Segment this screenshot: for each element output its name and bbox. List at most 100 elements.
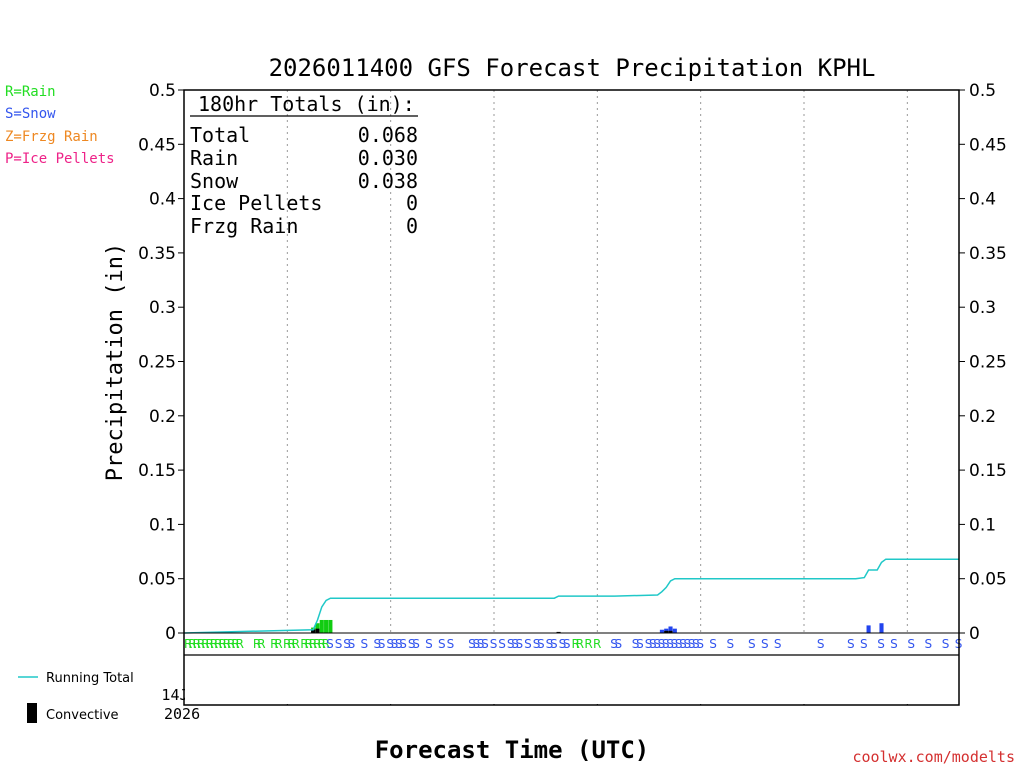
ptype-marker: S	[727, 637, 735, 651]
ptype-marker: S	[610, 637, 618, 651]
ptype-marker: S	[675, 637, 683, 651]
ptype-marker: R	[300, 637, 308, 651]
y-tick-label-right: 0.15	[969, 461, 1007, 481]
snow-bar	[672, 628, 677, 633]
ptype-marker: S	[615, 637, 623, 651]
x-axis-label: Forecast Time (UTC)	[375, 736, 650, 764]
ptype-marker: S	[649, 637, 657, 651]
ptype-marker: S	[425, 637, 433, 651]
ptype-marker: S	[696, 637, 704, 651]
ptype-marker: S	[399, 637, 407, 651]
ptype-marker: R	[197, 637, 205, 651]
ptype-marker: S	[877, 637, 885, 651]
rain-bar	[328, 619, 333, 633]
legend-ice-pellets: P=Ice Pellets	[5, 151, 115, 167]
ptype-marker: S	[335, 637, 343, 651]
ptype-marker: R	[270, 637, 278, 651]
ptype-marker: R	[257, 637, 265, 651]
ptype-marker: S	[688, 637, 696, 651]
ptype-marker: S	[361, 637, 369, 651]
ptype-marker: R	[223, 637, 231, 651]
y-tick-label-right: 0.3	[969, 298, 996, 318]
ptype-marker: S	[468, 637, 476, 651]
ptype-marker: S	[438, 637, 446, 651]
y-tick-label-left: 0.1	[149, 515, 176, 535]
y-tick-label-right: 0.05	[969, 570, 1007, 590]
y-tick-label-left: 0.05	[138, 570, 176, 590]
convective-bar	[556, 631, 561, 633]
ptype-marker: R	[309, 637, 317, 651]
ptype-marker: R	[227, 637, 235, 651]
ptype-marker: R	[292, 637, 300, 651]
y-tick-label-right: 0	[969, 624, 980, 644]
ptype-marker: R	[193, 637, 201, 651]
snow-bar	[659, 629, 664, 633]
ptype-marker: R	[210, 637, 218, 651]
y-tick-label-left: 0.2	[149, 407, 176, 427]
y-tick-label-left: 0.45	[138, 135, 176, 155]
ptype-marker: S	[326, 637, 334, 651]
totals-value-ice-pellets: 0	[406, 191, 418, 215]
ptype-marker: S	[516, 637, 524, 651]
rain-bar	[324, 619, 329, 633]
ptype-marker: S	[511, 637, 519, 651]
ptype-marker: S	[395, 637, 403, 651]
y-tick-label-right: 0.2	[969, 407, 996, 427]
ptype-marker: S	[559, 637, 567, 651]
totals-value-rain: 0.030	[358, 146, 418, 170]
ptype-marker: S	[847, 637, 855, 651]
ptype-marker: S	[391, 637, 399, 651]
snow-bar	[879, 623, 884, 633]
legend-running-total: Running Total	[46, 671, 134, 686]
y-axis-ticks: 0 00.05 0.050.1 0.10.15 0.150.2 0.20.25 0.250.…	[138, 81, 1007, 644]
rain-bar	[319, 619, 324, 633]
y-tick-label-left: 0.4	[149, 190, 176, 210]
ptype-marker: S	[533, 637, 541, 651]
ptype-marker: S	[748, 637, 756, 651]
ptype-marker: R	[322, 637, 330, 651]
ptype-marker: R	[274, 637, 282, 651]
y-tick-label-left: 0.3	[149, 298, 176, 318]
ptype-marker: S	[645, 637, 653, 651]
ptype-marker: S	[386, 637, 394, 651]
ptype-marker: S	[524, 637, 532, 651]
ptype-marker: S	[636, 637, 644, 651]
ptype-marker: R	[572, 637, 580, 651]
ptype-marker: S	[632, 637, 640, 651]
ptype-marker: R	[206, 637, 214, 651]
ptype-marker: S	[890, 637, 898, 651]
ptype-marker: R	[283, 637, 291, 651]
ptype-marker: R	[287, 637, 295, 651]
totals-value-total: 0.068	[358, 123, 418, 147]
ptype-marker: S	[774, 637, 782, 651]
ptype-marker: S	[692, 637, 700, 651]
legend-snow: S=Snow	[5, 106, 56, 122]
totals-header: 180hr Totals (in):	[198, 92, 415, 116]
ptype-marker: R	[253, 637, 261, 651]
ptype-marker: S	[662, 637, 670, 651]
convective-bar	[664, 630, 669, 633]
ptype-marker: S	[817, 637, 825, 651]
ptype-marker: S	[343, 637, 351, 651]
ptype-marker: R	[584, 637, 592, 651]
y-tick-label-right: 0.4	[969, 190, 996, 210]
y-tick-label-right: 0.25	[969, 353, 1007, 373]
y-tick-label-right: 0.1	[969, 515, 996, 535]
ptype-marker: R	[188, 637, 196, 651]
ptype-marker: S	[671, 637, 679, 651]
ptype-marker: S	[666, 637, 674, 651]
ptype-marker: S	[942, 637, 950, 651]
ptype-marker: S	[408, 637, 416, 651]
ptype-marker: S	[507, 637, 515, 651]
snow-bar	[668, 626, 673, 633]
y-tick-label-right: 0.35	[969, 244, 1007, 264]
totals-value-frzg-rain: 0	[406, 214, 418, 238]
ptype-marker: R	[214, 637, 222, 651]
ptype-marker: S	[761, 637, 769, 651]
totals-label-frzg-rain: Frzg Rain	[190, 214, 298, 238]
y-tick-label-left: 0.25	[138, 353, 176, 373]
ptype-marker: S	[907, 637, 915, 651]
ptype-marker: S	[498, 637, 506, 651]
